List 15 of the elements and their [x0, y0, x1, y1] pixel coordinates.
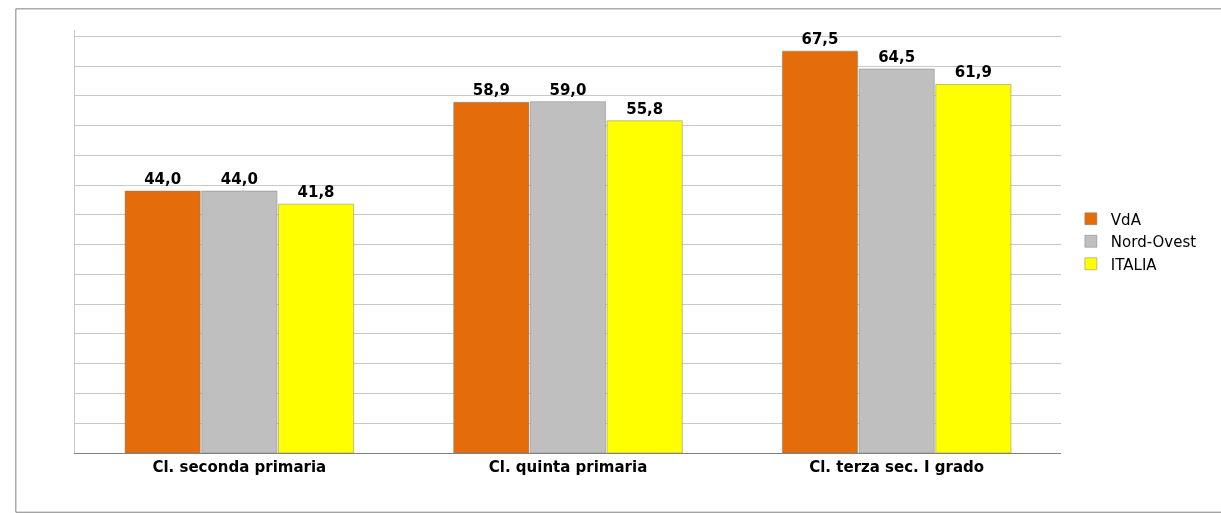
data-label: 59,0: [549, 80, 587, 99]
data-label: 41,8: [297, 183, 335, 202]
legend-label: VdA: [1110, 210, 1142, 229]
legend-label: Nord-Ovest: [1110, 233, 1197, 252]
x-tick-label: Cl. terza sec. I grado: [809, 458, 985, 476]
legend-label: ITALIA: [1110, 255, 1158, 274]
data-label: 64,5: [878, 48, 916, 67]
data-label: 67,5: [801, 30, 839, 49]
data-label: 44,0: [144, 170, 182, 189]
data-label: 44,0: [220, 170, 258, 189]
data-label: 61,9: [954, 63, 992, 82]
data-label: 58,9: [472, 81, 510, 100]
x-tick-label: Cl. quinta primaria: [488, 458, 648, 476]
x-tick-label: Cl. seconda primaria: [152, 458, 327, 476]
data-label: 55,8: [626, 99, 664, 118]
